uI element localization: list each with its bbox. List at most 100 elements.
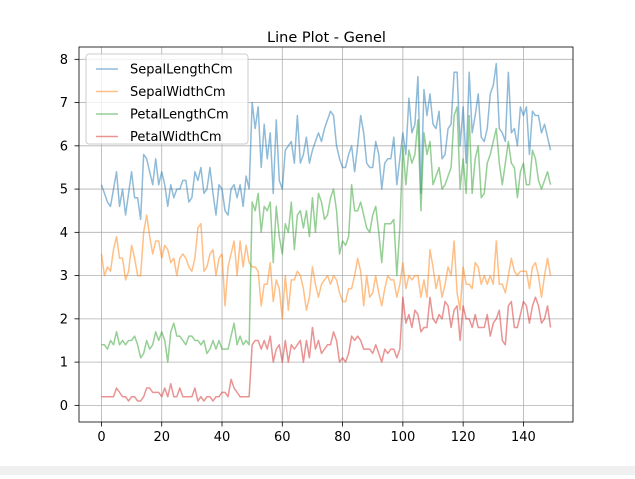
data-point-sepalwidthcm [327, 275, 328, 276]
data-point-sepallengthcm [396, 184, 397, 185]
data-point-petallengthcm [541, 188, 542, 189]
data-point-sepallengthcm [182, 180, 183, 181]
data-point-sepalwidthcm [300, 275, 301, 276]
data-point-petallengthcm [158, 340, 159, 341]
data-point-sepalwidthcm [191, 271, 192, 272]
data-point-petalwidthcm [294, 349, 295, 350]
data-point-petallengthcm [378, 232, 379, 233]
data-point-petallengthcm [466, 193, 467, 194]
data-point-petallengthcm [116, 331, 117, 332]
data-point-sepallengthcm [508, 72, 509, 73]
data-point-sepalwidthcm [230, 253, 231, 254]
data-point-sepallengthcm [288, 145, 289, 146]
data-point-sepallengthcm [457, 72, 458, 73]
data-point-petalwidthcm [532, 305, 533, 306]
data-point-sepallengthcm [411, 132, 412, 133]
data-point-sepalwidthcm [218, 258, 219, 259]
data-point-sepallengthcm [243, 206, 244, 207]
data-point-petallengthcm [209, 349, 210, 350]
data-point-petalwidthcm [230, 379, 231, 380]
data-point-petalwidthcm [243, 396, 244, 397]
data-point-petalwidthcm [197, 400, 198, 401]
data-point-sepalwidthcm [460, 310, 461, 311]
data-point-petallengthcm [215, 349, 216, 350]
data-point-petallengthcm [182, 340, 183, 341]
data-point-sepallengthcm [261, 167, 262, 168]
data-point-sepalwidthcm [197, 227, 198, 228]
data-point-petalwidthcm [393, 349, 394, 350]
data-point-petallengthcm [336, 210, 337, 211]
data-point-sepalwidthcm [342, 301, 343, 302]
data-point-sepallengthcm [405, 154, 406, 155]
data-point-sepallengthcm [432, 124, 433, 125]
data-point-petalwidthcm [233, 387, 234, 388]
data-point-sepalwidthcm [532, 266, 533, 267]
data-point-sepalwidthcm [194, 258, 195, 259]
data-point-sepallengthcm [390, 158, 391, 159]
data-point-sepallengthcm [218, 184, 219, 185]
data-point-sepalwidthcm [107, 266, 108, 267]
plot-frame [78, 46, 574, 423]
series-layer [100, 62, 552, 402]
data-point-petalwidthcm [155, 392, 156, 393]
data-point-sepallengthcm [221, 188, 222, 189]
data-point-sepallengthcm [384, 163, 385, 164]
data-point-petallengthcm [243, 344, 244, 345]
data-point-sepallengthcm [348, 154, 349, 155]
data-point-sepallengthcm [393, 137, 394, 138]
legend-item-sepallengthcm: SepalLengthCm [96, 63, 233, 78]
data-point-sepallengthcm [441, 158, 442, 159]
y-tick-label: 6 [60, 139, 68, 154]
data-point-petalwidthcm [478, 327, 479, 328]
data-point-sepalwidthcm [544, 275, 545, 276]
data-point-petalwidthcm [194, 387, 195, 388]
series-line-petalwidthcm [101, 296, 552, 402]
ticks-layer: 0 20 40 60 80 100 120 140 0 1 2 3 4 5 6 7 8 [60, 53, 536, 445]
data-point-sepalwidthcm [508, 275, 509, 276]
data-point-sepallengthcm [541, 132, 542, 133]
data-point-sepallengthcm [475, 115, 476, 116]
data-point-petallengthcm [197, 340, 198, 341]
data-point-petallengthcm [303, 227, 304, 228]
data-point-petallengthcm [185, 344, 186, 345]
bottom-strip [0, 466, 635, 475]
data-point-petallengthcm [297, 214, 298, 215]
data-point-sepalwidthcm [435, 288, 436, 289]
data-point-petallengthcm [294, 249, 295, 250]
data-point-sepalwidthcm [297, 271, 298, 272]
data-point-sepallengthcm [291, 141, 292, 142]
y-tick-label: 0 [60, 399, 68, 414]
data-point-sepalwidthcm [113, 249, 114, 250]
data-point-petallengthcm [550, 184, 551, 185]
data-point-sepalwidthcm [116, 236, 117, 237]
data-point-sepallengthcm [460, 145, 461, 146]
data-point-sepalwidthcm [315, 284, 316, 285]
data-point-petallengthcm [384, 223, 385, 224]
data-point-petalwidthcm [119, 392, 120, 393]
data-point-petallengthcm [227, 349, 228, 350]
data-point-sepallengthcm [282, 188, 283, 189]
data-point-petallengthcm [435, 176, 436, 177]
data-point-petalwidthcm [336, 340, 337, 341]
data-point-petallengthcm [173, 323, 174, 324]
data-point-petalwidthcm [104, 396, 105, 397]
data-point-sepalwidthcm [481, 284, 482, 285]
data-point-sepalwidthcm [119, 258, 120, 259]
data-point-petalwidthcm [538, 305, 539, 306]
data-point-sepalwidthcm [414, 275, 415, 276]
data-point-petalwidthcm [487, 314, 488, 315]
data-point-sepalwidthcm [417, 275, 418, 276]
data-point-petalwidthcm [113, 396, 114, 397]
data-point-petallengthcm [110, 340, 111, 341]
data-point-sepallengthcm [454, 72, 455, 73]
data-point-petallengthcm [318, 193, 319, 194]
data-point-petalwidthcm [366, 349, 367, 350]
data-point-petalwidthcm [484, 327, 485, 328]
data-point-sepalwidthcm [472, 288, 473, 289]
data-point-petalwidthcm [496, 318, 497, 319]
data-point-sepallengthcm [279, 180, 280, 181]
data-point-sepalwidthcm [318, 297, 319, 298]
data-point-petalwidthcm [466, 318, 467, 319]
data-point-sepallengthcm [435, 128, 436, 129]
